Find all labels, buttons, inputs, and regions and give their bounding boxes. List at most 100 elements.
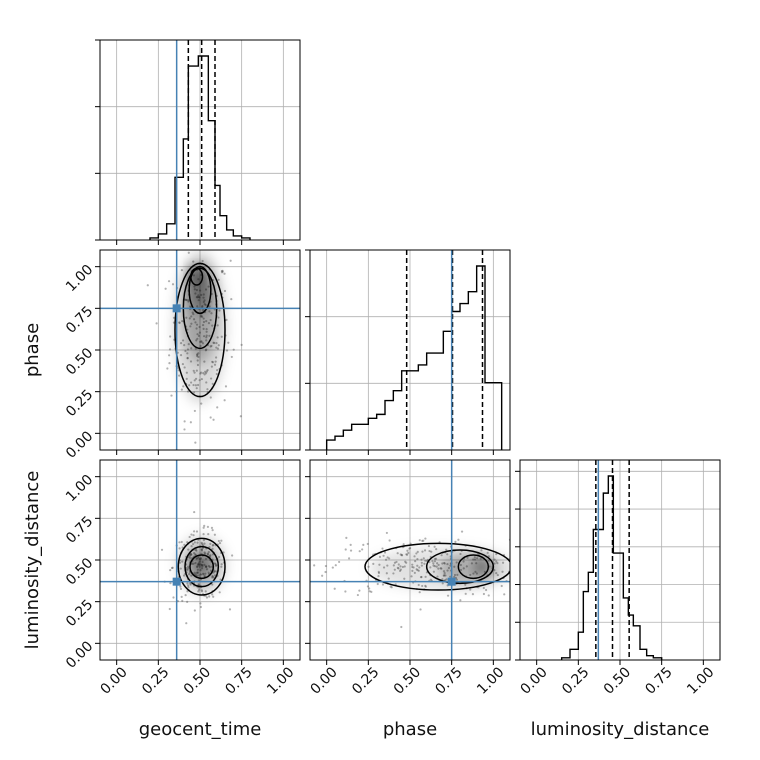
sample-point: [169, 335, 172, 338]
sample-point: [193, 609, 196, 612]
sample-point: [331, 566, 334, 569]
sample-point: [189, 421, 192, 424]
sample-point: [454, 540, 457, 543]
sample-point: [181, 242, 183, 244]
sample-point: [521, 572, 523, 574]
y-tick-label: 0.00: [63, 638, 96, 671]
y-axis-title-luminosity_distance: luminosity_distance: [22, 471, 43, 650]
sample-point: [366, 585, 370, 588]
sample-point: [220, 269, 224, 273]
x-tick-label: 0.75: [222, 664, 255, 697]
sample-point: [487, 594, 490, 597]
x-tick-label: 0.25: [559, 664, 592, 697]
sample-point: [356, 593, 359, 597]
sample-point: [209, 416, 212, 419]
sample-point: [548, 591, 550, 593]
truth-point: [172, 304, 181, 313]
x-tick-label: 0.00: [97, 664, 130, 697]
sample-point: [223, 289, 227, 293]
sample-point: [208, 595, 211, 598]
sample-point: [227, 341, 230, 344]
sample-point: [232, 348, 235, 351]
sample-point: [183, 428, 186, 431]
sample-point: [521, 549, 523, 551]
hist-panel-geocent_time: [95, 39, 301, 245]
sample-point: [516, 565, 518, 567]
sample-point: [195, 530, 199, 533]
x-tick-label: 0.00: [517, 664, 550, 697]
sample-point: [180, 540, 183, 544]
sample-point: [385, 531, 388, 535]
sample-point: [419, 608, 422, 611]
sample-point: [171, 283, 175, 286]
density-panel-geocent_time-vs-phase: 0.00 0.25 0.50 0.75 1.00: [63, 228, 301, 462]
sample-point: [189, 228, 191, 230]
sample-point: [178, 541, 181, 544]
sample-point: [183, 420, 186, 423]
sample-point: [512, 581, 514, 583]
sample-point: [381, 583, 385, 586]
sample-point: [192, 534, 195, 537]
sample-point: [179, 587, 183, 590]
sample-point: [418, 539, 421, 542]
sample-point: [206, 525, 210, 528]
sample-point: [168, 348, 172, 351]
sample-point: [170, 394, 173, 397]
sample-point: [169, 569, 172, 572]
sample-point: [190, 533, 193, 536]
sample-point: [424, 537, 427, 540]
x-tick-label: 0.50: [601, 664, 634, 697]
y-tick-label: 0.25: [63, 387, 96, 420]
sample-point: [358, 550, 361, 553]
sample-point: [220, 271, 224, 274]
y-tick-label: 0.50: [63, 555, 96, 588]
truth-point: [447, 577, 456, 586]
sample-point: [305, 583, 307, 585]
sample-point: [192, 530, 196, 533]
sample-point: [389, 585, 392, 588]
sample-point: [383, 551, 387, 554]
sample-point: [362, 543, 365, 546]
sample-point: [409, 546, 412, 550]
contour-line: [364, 542, 510, 591]
sample-point: [548, 564, 550, 566]
x-tick-label: 1.00: [474, 664, 507, 697]
sample-point: [361, 548, 364, 551]
sample-point: [223, 399, 226, 402]
sample-point: [344, 548, 347, 551]
sample-point: [221, 270, 224, 273]
sample-point: [211, 529, 214, 532]
sample-point: [446, 594, 450, 597]
sample-point: [224, 385, 228, 388]
sample-point: [167, 280, 171, 283]
sample-point: [349, 543, 352, 546]
sample-point: [160, 548, 164, 551]
contour-line: [190, 267, 204, 286]
sample-point: [400, 625, 403, 629]
sample-point: [587, 554, 589, 556]
sample-point: [427, 544, 431, 548]
sample-point: [464, 592, 467, 595]
sample-point: [212, 595, 215, 598]
sample-point: [459, 599, 462, 602]
sample-point: [168, 607, 171, 611]
sample-point: [471, 592, 475, 596]
hist-panel-luminosity_distance: 0.00 0.25 0.50 0.75 1.00: [515, 459, 721, 698]
y-tick-label: 0.25: [63, 597, 96, 630]
sample-point: [207, 533, 210, 536]
y-axis-title-phase: phase: [22, 323, 43, 377]
sample-point: [368, 590, 371, 593]
histogram-step: [560, 475, 663, 660]
sample-point: [230, 355, 233, 359]
sample-point: [193, 510, 196, 514]
sample-point: [218, 541, 222, 545]
sample-point: [334, 564, 337, 567]
sample-point: [172, 596, 175, 599]
sample-point: [321, 574, 324, 577]
sample-point: [421, 539, 424, 542]
sample-point: [217, 539, 220, 543]
contour-line: [188, 265, 212, 315]
x-tick-label: 1.00: [264, 664, 297, 697]
sample-point: [240, 343, 243, 346]
sample-point: [231, 554, 234, 557]
